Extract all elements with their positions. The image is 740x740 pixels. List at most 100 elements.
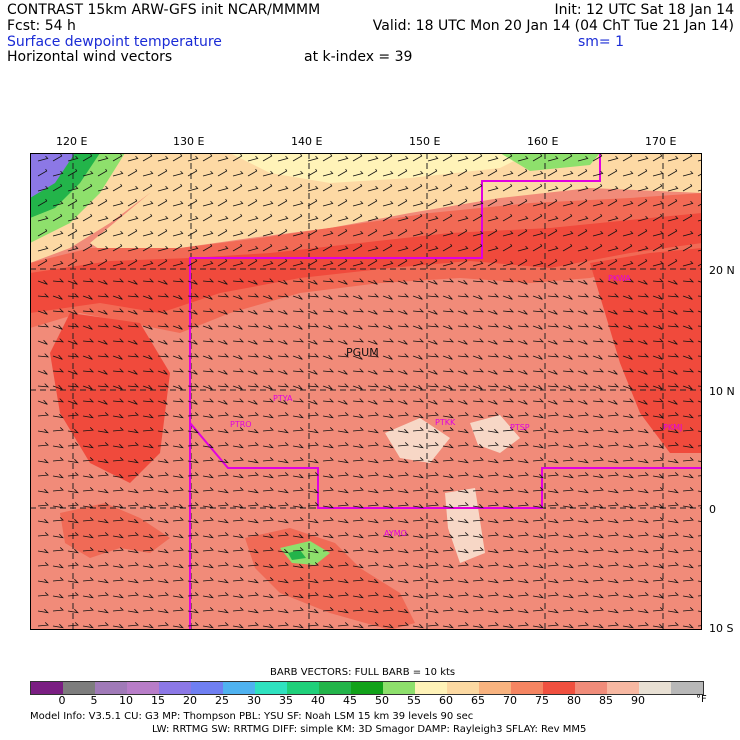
wind-barb bbox=[367, 198, 378, 207]
dewpoint-map: PGUM PTYA PTRO PTKK PTSP PKMJ PKWA AYMO bbox=[30, 153, 702, 630]
wind-barb bbox=[337, 198, 348, 207]
wind-barb bbox=[502, 153, 513, 162]
wind-barb bbox=[142, 623, 154, 629]
wind-barb bbox=[187, 215, 199, 222]
wind-barb bbox=[397, 592, 409, 597]
wind-barb bbox=[397, 488, 409, 494]
wind-barb bbox=[637, 185, 649, 192]
wind-barb bbox=[487, 309, 498, 315]
wind-barb bbox=[652, 170, 664, 177]
wind-barb bbox=[247, 578, 259, 584]
wind-barb bbox=[607, 258, 618, 267]
colorbar-swatch bbox=[31, 682, 63, 694]
wind-barb bbox=[262, 308, 275, 313]
wind-barb bbox=[352, 563, 364, 569]
wind-barb bbox=[472, 398, 485, 403]
wind-barb bbox=[97, 215, 109, 222]
wind-barb bbox=[37, 279, 48, 285]
wind-barb bbox=[667, 442, 679, 447]
wind-barb bbox=[637, 383, 650, 388]
wind-barb bbox=[472, 533, 484, 539]
wind-barb bbox=[367, 155, 379, 162]
wind-barb bbox=[457, 198, 468, 207]
wind-barb bbox=[367, 168, 378, 177]
wind-barb bbox=[607, 518, 619, 524]
wind-barb bbox=[487, 353, 500, 358]
wind-barb bbox=[682, 384, 693, 390]
wind-barb bbox=[262, 324, 273, 330]
wind-barb bbox=[217, 488, 229, 494]
wind-barb bbox=[562, 517, 574, 522]
wind-barb bbox=[412, 308, 425, 313]
wind-barb bbox=[247, 562, 259, 567]
wind-barb bbox=[502, 577, 514, 582]
wind-barb bbox=[502, 398, 515, 403]
wind-barb bbox=[562, 473, 574, 479]
wind-barb bbox=[232, 473, 244, 479]
wind-barb bbox=[187, 168, 198, 177]
wind-barb bbox=[262, 183, 273, 192]
wind-barb bbox=[517, 592, 529, 597]
wind-barb bbox=[622, 213, 633, 222]
wind-barb bbox=[52, 338, 65, 343]
wind-barb bbox=[517, 353, 530, 358]
wind-barb bbox=[487, 608, 499, 614]
wind-barb bbox=[667, 185, 679, 192]
wind-barb bbox=[457, 518, 469, 524]
wind-barb bbox=[577, 215, 589, 222]
wind-barb bbox=[637, 578, 649, 584]
wind-barb bbox=[562, 413, 574, 419]
lon-label-120e: 120 E bbox=[56, 135, 88, 148]
wind-barb bbox=[307, 399, 318, 405]
wind-barb bbox=[382, 308, 395, 313]
wind-barb bbox=[142, 503, 154, 509]
wind-barb bbox=[412, 457, 424, 462]
wind-barb bbox=[547, 198, 558, 207]
wind-barb bbox=[592, 607, 604, 612]
wind-barb bbox=[682, 230, 694, 237]
wind-barb bbox=[667, 472, 679, 477]
wind-barb bbox=[37, 562, 49, 567]
wind-barb bbox=[142, 153, 153, 162]
colorbar-unit: °F bbox=[696, 694, 707, 705]
colorbar-swatch bbox=[511, 682, 543, 694]
wind-barb bbox=[52, 533, 64, 539]
wind-barb bbox=[322, 607, 334, 612]
wind-barb bbox=[547, 592, 559, 597]
wind-barb bbox=[622, 384, 633, 390]
wind-barb bbox=[487, 245, 499, 252]
wind-barb bbox=[82, 368, 95, 373]
wind-barb bbox=[37, 369, 48, 375]
wind-barb bbox=[262, 398, 275, 403]
wind-barb bbox=[442, 278, 455, 283]
wind-barb bbox=[442, 338, 455, 343]
wind-barb bbox=[667, 383, 680, 388]
wind-barb bbox=[277, 472, 289, 477]
wind-barb bbox=[322, 593, 334, 599]
wind-barb bbox=[622, 547, 634, 552]
wind-barb bbox=[67, 518, 79, 524]
wind-barb bbox=[682, 278, 695, 283]
wind-barb bbox=[277, 518, 289, 524]
wind-barb bbox=[397, 245, 409, 252]
wind-barb bbox=[232, 278, 245, 283]
wind-barb bbox=[37, 518, 49, 524]
wind-barb bbox=[322, 368, 335, 373]
wind-barb bbox=[97, 228, 108, 237]
wind-barb bbox=[217, 155, 229, 162]
wind-barb bbox=[442, 443, 454, 449]
wind-barb bbox=[367, 412, 379, 417]
wind-barb bbox=[52, 354, 63, 360]
wind-barb bbox=[37, 309, 48, 315]
wind-barb bbox=[472, 563, 484, 569]
wind-barb bbox=[382, 278, 395, 283]
wind-barb bbox=[442, 623, 454, 629]
wind-barb bbox=[457, 458, 469, 464]
wind-barb bbox=[37, 339, 48, 345]
wind-barb bbox=[37, 622, 49, 627]
wind-barb bbox=[37, 578, 49, 584]
wind-barb bbox=[352, 547, 364, 552]
colorbar bbox=[30, 681, 704, 695]
wind-barb bbox=[157, 258, 168, 267]
wind-barb bbox=[682, 308, 695, 313]
